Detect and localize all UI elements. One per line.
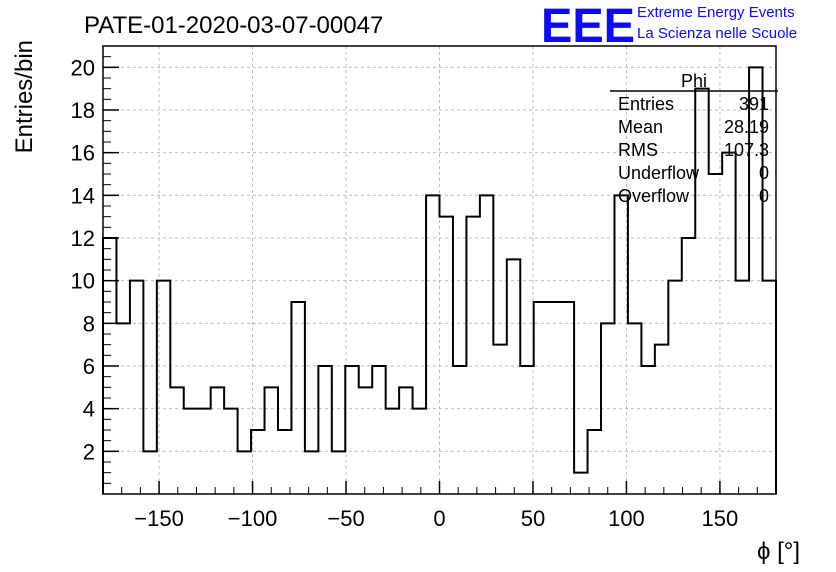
stats-value: 0 xyxy=(759,163,769,183)
histogram-outline xyxy=(102,66,777,494)
x-tick-label: −150 xyxy=(134,506,184,531)
histogram-bin xyxy=(695,89,708,494)
histogram-bin xyxy=(426,195,439,494)
histogram-bin xyxy=(655,345,668,494)
logo-line-2: La Scienza nelle Scuole xyxy=(637,25,797,42)
histogram-bin xyxy=(520,366,533,494)
histogram-bin xyxy=(614,195,627,494)
axis-ticks xyxy=(103,56,758,494)
x-tick-label: 150 xyxy=(702,506,739,531)
x-tick-label: 0 xyxy=(433,506,445,531)
x-tick-label: 100 xyxy=(608,506,645,531)
y-tick-label: 20 xyxy=(71,55,95,80)
grid-lines xyxy=(103,46,776,494)
stats-value: 28.19 xyxy=(724,117,769,137)
stats-label: Entries xyxy=(618,94,674,114)
histogram-bin xyxy=(574,473,587,494)
stats-title: Phi xyxy=(681,71,707,91)
x-tick-label: 50 xyxy=(521,506,545,531)
histogram-bin xyxy=(588,430,601,494)
x-tick-labels: −150 −100 −50 0 50 100 150 xyxy=(134,506,738,531)
histogram-bin xyxy=(238,451,251,494)
logo-mark: EEE xyxy=(541,0,635,53)
y-tick-label: 10 xyxy=(71,269,95,294)
stats-row-rms: RMS 107.3 xyxy=(618,140,769,160)
x-tick-label: −50 xyxy=(327,506,364,531)
stats-box: Phi Entries 391 Mean 28.19 RMS 107.3 Und… xyxy=(610,71,778,206)
histogram-bin xyxy=(143,451,156,494)
chart-title: PATE-01-2020-03-07-00047 xyxy=(84,12,383,39)
histogram-bin xyxy=(399,387,412,494)
histogram-bin xyxy=(305,451,318,494)
y-axis-label: Entries/bin xyxy=(11,40,38,153)
y-tick-label: 12 xyxy=(71,226,95,251)
stats-row-entries: Entries 391 xyxy=(618,94,769,114)
y-tick-label: 18 xyxy=(71,98,95,123)
histogram-bin xyxy=(413,409,426,494)
histogram-bin xyxy=(493,345,506,494)
histogram-bin xyxy=(466,217,479,494)
stats-row-mean: Mean 28.19 xyxy=(618,117,769,137)
y-tick-labels: 2 4 6 8 10 12 14 16 18 20 xyxy=(71,55,95,464)
y-tick-label: 14 xyxy=(71,183,95,208)
eee-logo: EEE Extreme Energy Events La Scienza nel… xyxy=(541,0,797,53)
histogram-bin xyxy=(480,195,493,494)
x-tick-label: −100 xyxy=(228,506,278,531)
stats-label: Underflow xyxy=(618,163,700,183)
y-tick-label: 16 xyxy=(71,141,95,166)
histogram-bin xyxy=(291,302,304,494)
stats-value: 0 xyxy=(759,186,769,206)
histogram-bin xyxy=(440,217,453,494)
stats-row-overflow: Overflow 0 xyxy=(618,186,769,206)
histogram-bin xyxy=(372,366,385,494)
histogram-bin xyxy=(641,366,654,494)
logo-line-1: Extreme Energy Events xyxy=(637,4,795,21)
histogram-bin xyxy=(763,281,776,494)
histogram-bin xyxy=(211,387,224,494)
histogram-bin xyxy=(453,366,466,494)
histogram-bin xyxy=(278,430,291,494)
histogram-bin xyxy=(507,259,520,494)
histogram-bin xyxy=(318,366,331,494)
histogram-bin xyxy=(534,302,547,494)
stats-label: Overflow xyxy=(618,186,690,206)
y-tick-label: 2 xyxy=(83,439,95,464)
stats-label: Mean xyxy=(618,117,663,137)
y-tick-label: 4 xyxy=(83,397,95,422)
histogram-bin xyxy=(345,366,358,494)
histogram-bin xyxy=(130,281,143,494)
histogram-bin xyxy=(668,281,681,494)
histogram-bin xyxy=(359,387,372,494)
histogram-bin xyxy=(736,281,749,494)
stats-label: RMS xyxy=(618,140,658,160)
histogram-bin xyxy=(561,302,574,494)
y-tick-label: 8 xyxy=(83,311,95,336)
stats-value: 391 xyxy=(739,94,769,114)
stats-row-underflow: Underflow 0 xyxy=(618,163,769,183)
histogram-bin xyxy=(170,387,183,494)
stats-value: 107.3 xyxy=(724,140,769,160)
x-axis-label: ϕ [°] xyxy=(757,538,800,565)
y-tick-label: 6 xyxy=(83,354,95,379)
histogram-bin xyxy=(547,302,560,494)
histogram-bin xyxy=(332,451,345,494)
histogram-bin xyxy=(265,387,278,494)
